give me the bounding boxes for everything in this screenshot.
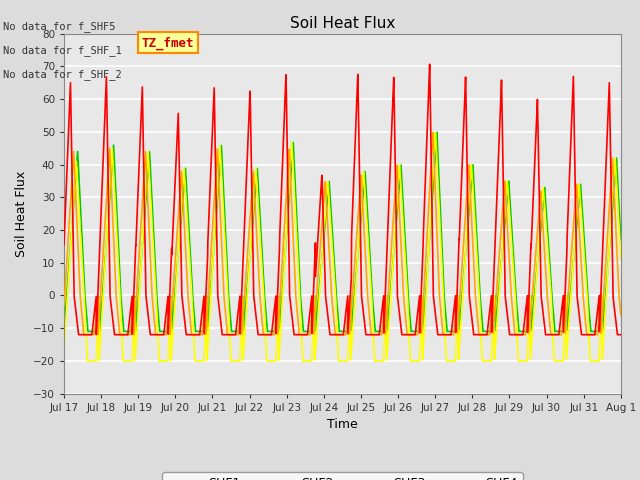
X-axis label: Time: Time	[327, 418, 358, 431]
Legend: SHF1, SHF2, SHF3, SHF4: SHF1, SHF2, SHF3, SHF4	[162, 472, 523, 480]
Text: TZ_fmet: TZ_fmet	[142, 36, 195, 49]
Title: Soil Heat Flux: Soil Heat Flux	[290, 16, 395, 31]
Text: No data for f_SHF_2: No data for f_SHF_2	[3, 69, 122, 80]
Text: No data for f_SHF_1: No data for f_SHF_1	[3, 45, 122, 56]
Text: No data for f_SHF5: No data for f_SHF5	[3, 21, 116, 32]
Y-axis label: Soil Heat Flux: Soil Heat Flux	[15, 170, 28, 257]
